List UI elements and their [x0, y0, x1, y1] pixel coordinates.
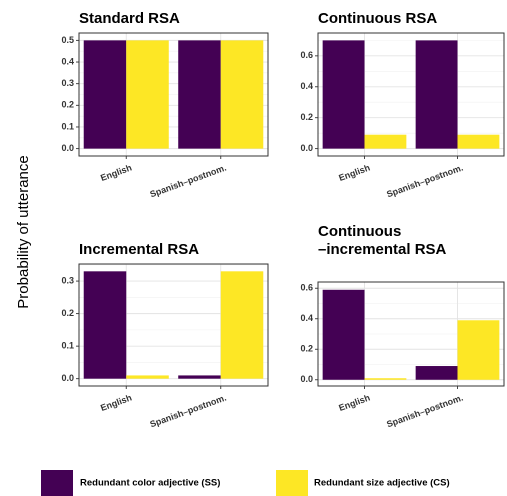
y-tick-label: 0.2 — [300, 112, 313, 122]
panel-title: Incremental RSA — [79, 241, 199, 258]
panels: 0.0 0.1 0.2 0.3 0.4 0.5 English Spanish–postnom… — [61, 10, 505, 430]
y-tick-label: 0.0 — [300, 374, 313, 384]
bar-size-adjective — [364, 378, 407, 380]
x-tick-label: English — [337, 163, 371, 184]
bar-size-adjective — [220, 40, 264, 149]
y-tick-label: 0.5 — [61, 35, 74, 45]
panel-title: Continuous RSA — [318, 10, 437, 27]
panel-title: Standard RSA — [79, 10, 180, 27]
x-tick-label: English — [99, 393, 133, 414]
y-tick-label: 0.0 — [61, 373, 74, 383]
panel-title: Continuous –incremental RSA — [318, 223, 447, 258]
y-tick-label: 0.1 — [61, 121, 74, 131]
bar-size-adjective — [364, 134, 407, 149]
panel-border — [317, 281, 505, 387]
y-tick-label: 0.2 — [61, 308, 74, 318]
y-tick-label: 0.1 — [61, 341, 74, 351]
legend-swatch-color-adjective — [41, 470, 73, 496]
bar-color-adjective — [415, 40, 458, 149]
bar-size-adjective — [126, 40, 169, 149]
panel-border — [317, 32, 505, 157]
chart-panel-3: 0.0 0.1 0.2 0.3 English Spanish–postnom. Incre… — [61, 241, 269, 430]
legend-swatch-size-adjective — [276, 470, 308, 496]
chart-panel-1: 0.0 0.1 0.2 0.3 0.4 0.5 English Spanish–postnom… — [61, 10, 269, 200]
bar-color-adjective — [83, 40, 127, 149]
y-tick-label: 0.4 — [61, 56, 74, 66]
bar-color-adjective — [415, 366, 458, 380]
x-tick-label: Spanish–postnom. — [149, 163, 228, 200]
y-tick-label: 0.2 — [300, 344, 313, 354]
x-tick-label: English — [337, 393, 371, 414]
legend-label: Redundant size adjective (CS) — [314, 478, 450, 489]
legend: Redundant color adjective (SS) Redundant … — [41, 470, 450, 496]
y-tick-label: 0.0 — [61, 143, 74, 153]
x-tick-label: Spanish–postnom. — [149, 393, 228, 430]
y-tick-label: 0.6 — [300, 283, 313, 293]
bar-color-adjective — [178, 375, 221, 379]
bar-color-adjective — [178, 40, 221, 149]
chart-panel-4: 0.0 0.2 0.4 0.6 English Spanish–postnom. Conti… — [300, 223, 505, 430]
y-tick-label: 0.0 — [300, 143, 313, 153]
y-tick-label: 0.4 — [300, 81, 313, 91]
bar-color-adjective — [322, 289, 365, 380]
y-tick-label: 0.3 — [61, 275, 74, 285]
x-tick-label: English — [99, 163, 133, 184]
bar-size-adjective — [220, 271, 264, 379]
x-tick-label: Spanish–postnom. — [385, 393, 464, 430]
y-tick-label: 0.4 — [300, 313, 313, 323]
panel-border — [78, 32, 269, 157]
bar-size-adjective — [457, 320, 500, 380]
x-tick-label: Spanish–postnom. — [385, 163, 464, 200]
panel-border — [78, 263, 269, 387]
bar-size-adjective — [457, 134, 500, 149]
y-tick-label: 0.2 — [61, 100, 74, 110]
chart-panel-2: 0.0 0.2 0.4 0.6 English Spanish–postnom. Conti… — [300, 10, 505, 200]
bar-size-adjective — [126, 375, 169, 379]
y-axis-label: Probability of utterance — [15, 155, 32, 308]
bar-color-adjective — [83, 271, 127, 379]
legend-label: Redundant color adjective (SS) — [80, 478, 220, 489]
bar-color-adjective — [322, 40, 365, 149]
y-tick-label: 0.6 — [300, 50, 313, 60]
y-tick-label: 0.3 — [61, 78, 74, 88]
